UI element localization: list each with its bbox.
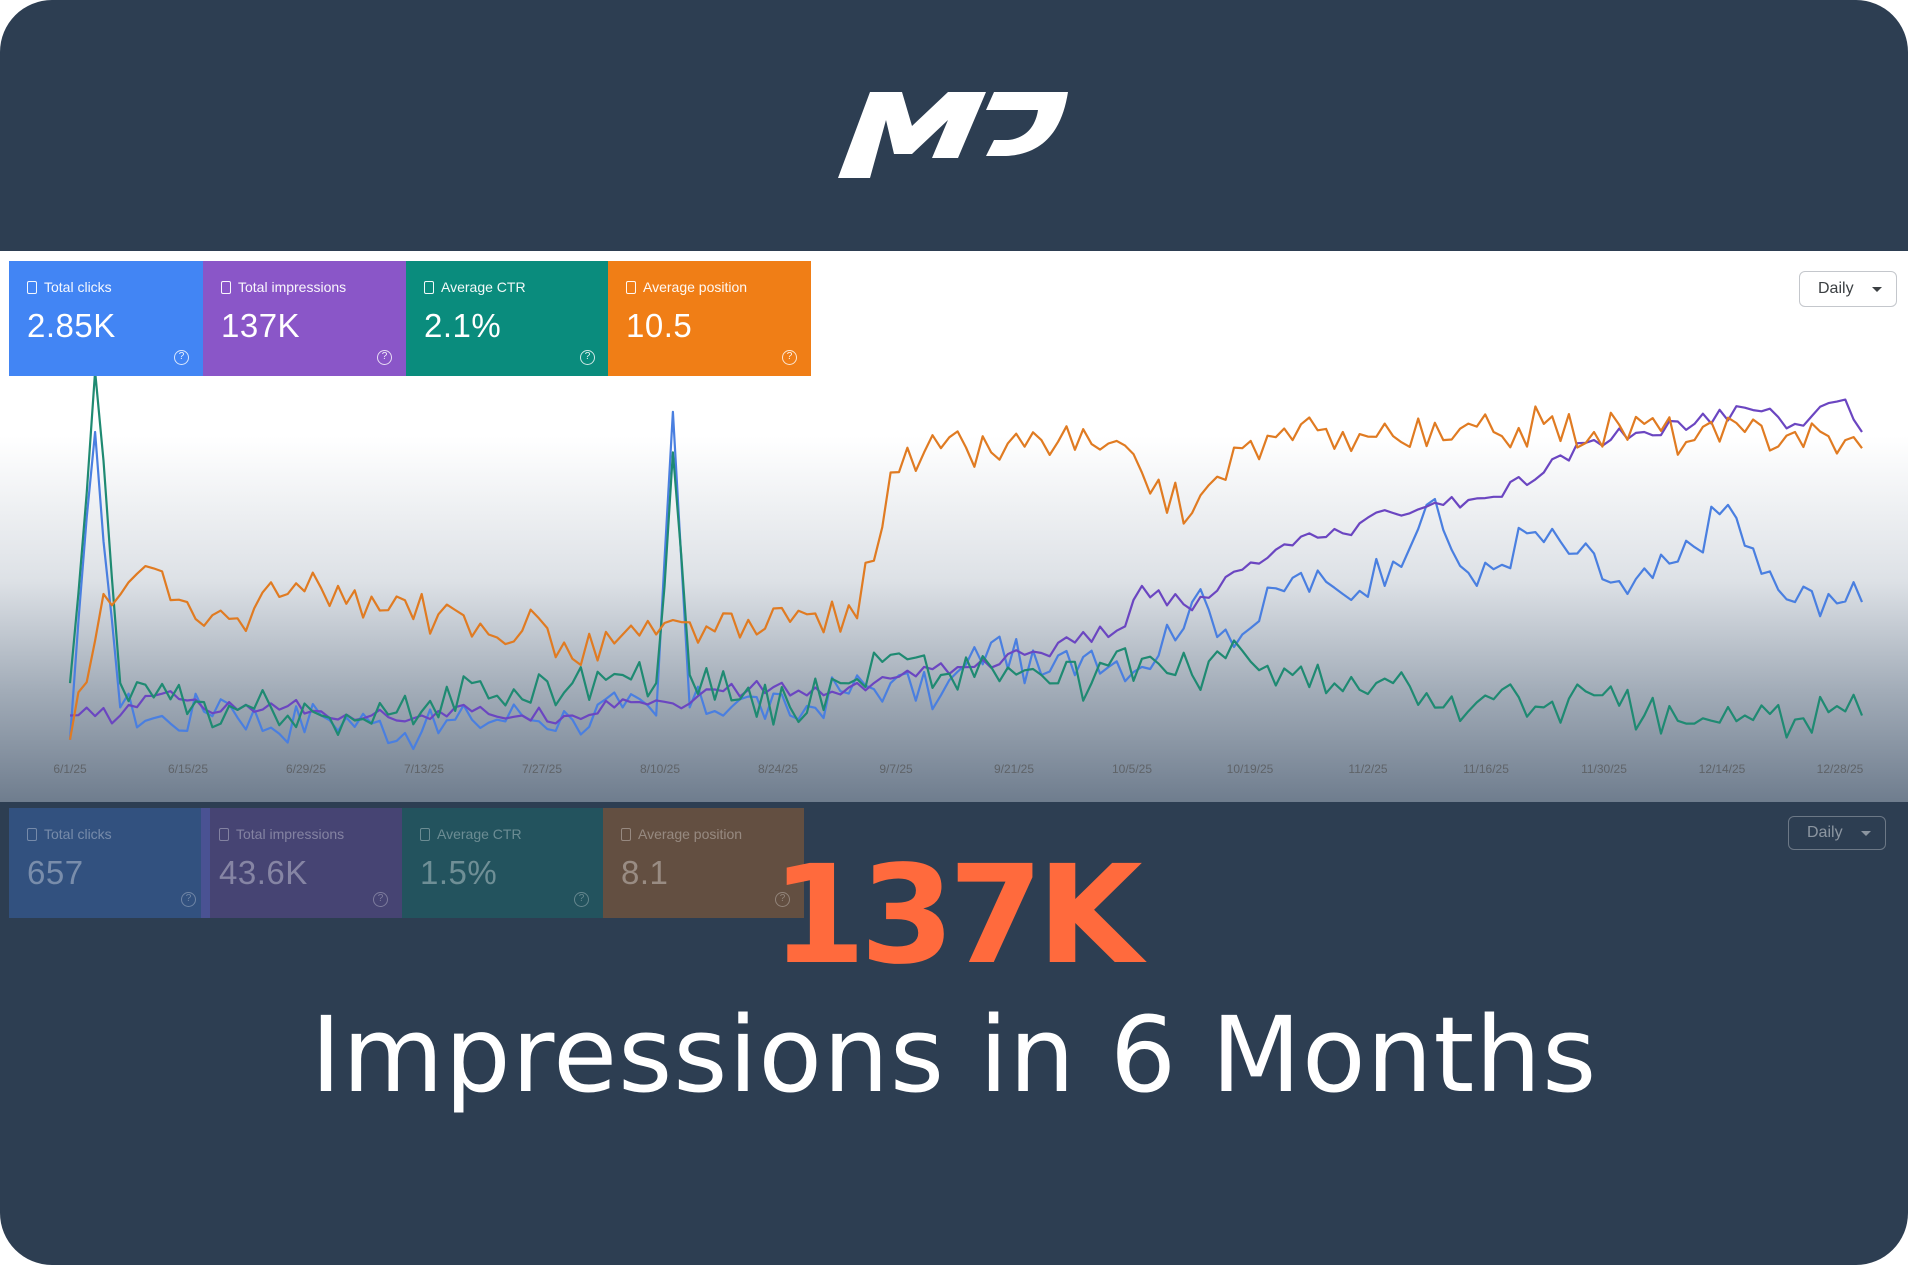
help-icon: ? [775,892,790,907]
metric-card-label: Average position [626,279,811,295]
search-console-performance-panel: 6/1/25 6/15/25 6/29/25 7/13/25 7/27/25 8/10/2… [0,251,1908,802]
help-icon: ? [574,892,589,907]
x-tick-label: 11/16/25 [1463,762,1509,776]
previous-metric-label-text: Average CTR [437,826,522,842]
x-tick-label: 12/28/25 [1817,762,1864,776]
x-tick-label: 11/2/25 [1348,762,1387,776]
metric-label-text: Average CTR [441,279,526,295]
metric-value: 2.1% [424,307,502,344]
mp-logo [838,92,1068,178]
previous-metric-card-label: Total impressions [219,826,402,842]
x-tick-label: 6/15/25 [168,762,208,776]
previous-granularity-dropdown[interactable]: Daily [1788,816,1886,850]
previous-metric-label-text: Average position [638,826,743,842]
granularity-value: Daily [1818,280,1854,297]
help-icon[interactable]: ? [580,350,595,365]
help-icon[interactable]: ? [377,350,392,365]
checkbox-icon [221,280,231,294]
previous-metric-card-label: Total clicks [27,826,210,842]
help-icon: ? [373,892,388,907]
checkbox-icon [27,280,37,294]
metric-card-average-position[interactable]: Average position 10.5? [608,261,811,376]
series-line-total-clicks [68,410,1864,751]
metric-card-label: Average CTR [424,279,609,295]
x-tick-label: 7/27/25 [522,762,562,776]
series-line-average-ctr [68,370,1864,739]
headline-caption: Impressions in 6 Months [310,994,1598,1116]
metric-card-label: Total clicks [27,279,203,295]
checkbox-icon [219,827,229,841]
x-tick-label: 6/29/25 [286,762,326,776]
metric-card-total-clicks[interactable]: Total clicks 2.85K? [9,261,203,376]
dropdown-caret-icon [1872,287,1882,292]
x-tick-label: 9/21/25 [994,762,1034,776]
previous-metric-card-label: Average position [621,826,804,842]
help-icon[interactable]: ? [782,350,797,365]
checkbox-icon [420,827,430,841]
previous-metric-value: 43.6K [219,854,308,891]
previous-metric-label-text: Total impressions [236,826,345,842]
metric-card-total-impressions[interactable]: Total impressions 137K? [203,261,406,376]
x-tick-label: 6/1/25 [53,762,87,776]
previous-metric-card-label: Average CTR [420,826,603,842]
previous-metric-value: 1.5% [420,854,498,891]
checkbox-icon [424,280,434,294]
checkbox-icon [621,827,631,841]
previous-period-panel: Total clicks 657? Total impressions 43.6K? A… [0,808,1908,918]
previous-metric-card-average-position: Average position 8.1? [603,808,804,918]
metric-label-text: Total impressions [238,279,347,295]
previous-metric-label-text: Total clicks [44,826,112,842]
metric-value: 10.5 [626,307,693,344]
help-icon: ? [181,892,196,907]
metric-card-label: Total impressions [221,279,406,295]
x-tick-label: 8/24/25 [758,762,798,776]
performance-line-chart: 6/1/25 6/15/25 6/29/25 7/13/25 7/27/25 8/10/2… [53,370,1864,776]
series-line-total-impressions [69,398,1863,725]
checkbox-icon [27,827,37,841]
series-line-average-position [68,405,1863,740]
chart-series-group [68,370,1864,751]
previous-metric-card-total-impressions: Total impressions 43.6K? [201,808,402,918]
x-tick-label: 10/19/25 [1227,762,1274,776]
x-axis-ticks: 6/1/25 6/15/25 6/29/25 7/13/25 7/27/25 8/10/2… [53,762,1863,776]
x-tick-label: 11/30/25 [1581,762,1627,776]
metric-label-text: Total clicks [44,279,112,295]
x-tick-label: 9/7/25 [879,762,913,776]
previous-metric-value: 8.1 [621,854,669,891]
metric-card-average-ctr[interactable]: Average CTR 2.1%? [406,261,609,376]
x-tick-label: 7/13/25 [404,762,444,776]
previous-metric-value: 657 [27,854,84,891]
metric-value: 137K [221,307,301,344]
metric-label-text: Average position [643,279,748,295]
previous-granularity-value: Daily [1807,824,1843,841]
x-tick-label: 12/14/25 [1699,762,1746,776]
granularity-dropdown[interactable]: Daily [1799,271,1897,307]
previous-dropdown-caret-icon [1861,831,1871,836]
headline-number: 137K [771,837,1142,995]
x-tick-label: 8/10/25 [640,762,680,776]
checkbox-icon [626,280,636,294]
metric-value: 2.85K [27,307,116,344]
previous-metric-card-average-ctr: Average CTR 1.5%? [402,808,603,918]
x-tick-label: 10/5/25 [1112,762,1152,776]
previous-metric-card-total-clicks: Total clicks 657? [9,808,210,918]
help-icon[interactable]: ? [174,350,189,365]
